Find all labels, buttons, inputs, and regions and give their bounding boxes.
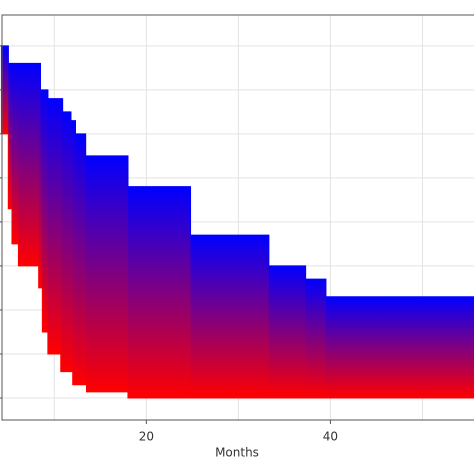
x-tick-label: 40: [323, 430, 338, 444]
plot-data: [0, 45, 474, 399]
band-segment: [325, 296, 474, 398]
panel-border: [1, 14, 474, 421]
step-line: [0, 133, 474, 399]
band-segment: [62, 111, 72, 372]
band-segment: [268, 265, 307, 398]
step-line: [0, 45, 474, 298]
band-segment: [47, 98, 62, 354]
band-segment: [190, 235, 270, 398]
band-segment: [11, 63, 19, 244]
band-segment: [40, 89, 43, 288]
band-segment: [60, 98, 64, 372]
band-segment: [72, 120, 76, 385]
x-tick-label: 20: [139, 430, 154, 444]
band-segment: [42, 89, 49, 332]
band-segment: [8, 63, 13, 209]
axes: 20 40: [0, 45, 338, 444]
band-segment: [18, 63, 40, 266]
band-segment: [75, 133, 87, 385]
band-segment: [86, 155, 129, 392]
band-segment: [305, 279, 327, 398]
band-segment: [127, 186, 192, 398]
band-segment: [70, 120, 74, 372]
x-axis-label: Months: [215, 446, 259, 460]
band-segment: [85, 155, 88, 385]
band-segment: [0, 45, 9, 134]
band-segment: [38, 63, 41, 288]
